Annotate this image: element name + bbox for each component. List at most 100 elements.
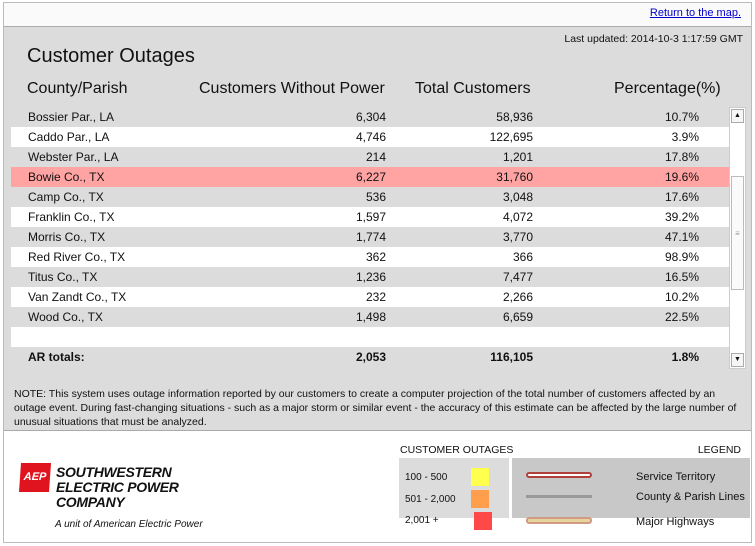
- percentage-cell: 39.2%: [664, 210, 699, 224]
- legend-label: Service Territory: [636, 471, 716, 483]
- legend-label: County & Parish Lines: [636, 491, 745, 503]
- column-header-percentage: Percentage(%): [614, 80, 721, 97]
- county-cell: Camp Co., TX: [28, 190, 104, 204]
- table-row: Camp Co., TX 536 3,048 17.6%: [11, 187, 729, 207]
- scrollbar[interactable]: ▲ ≡ ▼: [729, 107, 746, 369]
- scroll-thumb[interactable]: ≡: [731, 176, 744, 290]
- return-to-map-link[interactable]: Return to the map.: [649, 7, 741, 19]
- company-name-line: SOUTHWESTERN: [56, 464, 172, 480]
- aep-logo-mark: AEP: [18, 463, 52, 492]
- percentage-cell: 3.9%: [671, 130, 699, 144]
- county-line-icon: [526, 495, 592, 498]
- percentage-cell: 17.8%: [664, 150, 699, 164]
- table-row: Titus Co., TX 1,236 7,477 16.5%: [11, 267, 729, 287]
- table-row: Van Zandt Co., TX 232 2,266 10.2%: [11, 287, 729, 307]
- total-customers-cell: 6,659: [502, 310, 533, 324]
- total-customers-cell: 4,072: [502, 210, 533, 224]
- page-title: Customer Outages: [27, 45, 195, 67]
- county-cell: Franklin Co., TX: [28, 210, 115, 224]
- outage-legend-title: CUSTOMER OUTAGES: [400, 444, 514, 456]
- company-name-line: COMPANY: [56, 494, 125, 510]
- legend-label: Major Highways: [636, 516, 715, 528]
- scroll-up-button[interactable]: ▲: [731, 109, 744, 123]
- total-customers-cell: 2,266: [502, 290, 533, 304]
- map-legend: Service Territory County & Parish Lines …: [512, 458, 750, 528]
- county-cell: Bossier Par., LA: [28, 110, 115, 124]
- table-row: Red River Co., TX 362 366 98.9%: [11, 247, 729, 267]
- total-customers-cell: 3,770: [502, 230, 533, 244]
- without-power-cell: 1,236: [355, 270, 386, 284]
- outage-color-swatch: [471, 490, 489, 508]
- county-cell: Caddo Par., LA: [28, 130, 110, 144]
- outage-color-swatch: [471, 468, 489, 486]
- column-header-total: Total Customers: [415, 80, 531, 97]
- percentage-cell: 17.6%: [664, 190, 699, 204]
- outage-legend: 100 - 500 501 - 2,000 2,001 +: [399, 458, 509, 526]
- county-cell: Morris Co., TX: [28, 230, 106, 244]
- table-row: Caddo Par., LA 4,746 122,695 3.9%: [11, 127, 729, 147]
- outage-range-label: 100 - 500: [405, 472, 448, 483]
- table-row: Webster Par., LA 214 1,201 17.8%: [11, 147, 729, 167]
- company-name: SOUTHWESTERN ELECTRIC POWER COMPANY: [56, 465, 179, 510]
- highway-line-icon: [526, 517, 592, 524]
- total-customers-cell: 116,105: [490, 350, 533, 364]
- top-bar: Return to the map.: [4, 3, 751, 27]
- total-customers-cell: 366: [512, 250, 533, 264]
- logo-tagline: A unit of American Electric Power: [55, 519, 203, 530]
- table-row: Bowie Co., TX 6,227 31,760 19.6%: [11, 167, 729, 187]
- total-customers-cell: 3,048: [502, 190, 533, 204]
- without-power-cell: 6,304: [355, 110, 386, 124]
- without-power-cell: 232: [365, 290, 386, 304]
- scroll-down-button[interactable]: ▼: [731, 353, 744, 367]
- total-customers-cell: 1,201: [502, 150, 533, 164]
- without-power-cell: 1,498: [355, 310, 386, 324]
- outage-range-label: 501 - 2,000: [405, 494, 456, 505]
- totals-row: AR totals: 2,053 116,105 1.8%: [11, 347, 729, 367]
- percentage-cell: 1.8%: [671, 350, 699, 364]
- outage-range-label: 2,001 +: [405, 515, 439, 526]
- map-legend-title: LEGEND: [697, 444, 741, 456]
- outage-window: Return to the map. Last updated: 2014-10…: [3, 2, 752, 543]
- without-power-cell: 6,227: [355, 170, 386, 184]
- without-power-cell: 4,746: [355, 130, 386, 144]
- column-header-without-power: Customers Without Power: [199, 80, 385, 97]
- without-power-cell: 214: [365, 150, 386, 164]
- county-cell: Titus Co., TX: [28, 270, 98, 284]
- percentage-cell: 19.6%: [664, 170, 699, 184]
- outage-color-swatch: [474, 512, 492, 530]
- without-power-cell: 1,774: [355, 230, 386, 244]
- without-power-cell: 362: [365, 250, 386, 264]
- without-power-cell: 2,053: [355, 350, 386, 364]
- blank-row: [11, 327, 729, 347]
- without-power-cell: 536: [365, 190, 386, 204]
- note-text: NOTE: This system uses outage informatio…: [14, 388, 737, 428]
- county-cell: AR totals:: [28, 350, 85, 364]
- column-header-county: County/Parish: [27, 80, 128, 97]
- company-logo: AEP SOUTHWESTERN ELECTRIC POWER COMPANY A …: [18, 461, 210, 531]
- percentage-cell: 10.7%: [664, 110, 699, 124]
- table-row: Bossier Par., LA 6,304 58,936 10.7%: [11, 107, 729, 127]
- table-row: Franklin Co., TX 1,597 4,072 39.2%: [11, 207, 729, 227]
- county-cell: Van Zandt Co., TX: [28, 290, 127, 304]
- percentage-cell: 47.1%: [664, 230, 699, 244]
- county-cell: Wood Co., TX: [28, 310, 103, 324]
- total-customers-cell: 31,760: [496, 170, 533, 184]
- percentage-cell: 10.2%: [664, 290, 699, 304]
- percentage-cell: 22.5%: [664, 310, 699, 324]
- outage-table: Bossier Par., LA 6,304 58,936 10.7% Caddo Pa…: [11, 107, 729, 367]
- total-customers-cell: 122,695: [489, 130, 533, 144]
- outage-panel: Last updated: 2014-10-3 1:17:59 GMT Cust…: [4, 27, 751, 431]
- company-name-line: ELECTRIC POWER: [56, 479, 179, 495]
- service-territory-line-icon: [526, 472, 592, 478]
- county-cell: Red River Co., TX: [28, 250, 126, 264]
- percentage-cell: 98.9%: [664, 250, 699, 264]
- county-cell: Webster Par., LA: [28, 150, 119, 164]
- last-updated: Last updated: 2014-10-3 1:17:59 GMT: [564, 33, 743, 45]
- table-row: Wood Co., TX 1,498 6,659 22.5%: [11, 307, 729, 327]
- total-customers-cell: 58,936: [496, 110, 533, 124]
- without-power-cell: 1,597: [355, 210, 386, 224]
- percentage-cell: 16.5%: [664, 270, 699, 284]
- table-row: Morris Co., TX 1,774 3,770 47.1%: [11, 227, 729, 247]
- total-customers-cell: 7,477: [502, 270, 533, 284]
- county-cell: Bowie Co., TX: [28, 170, 105, 184]
